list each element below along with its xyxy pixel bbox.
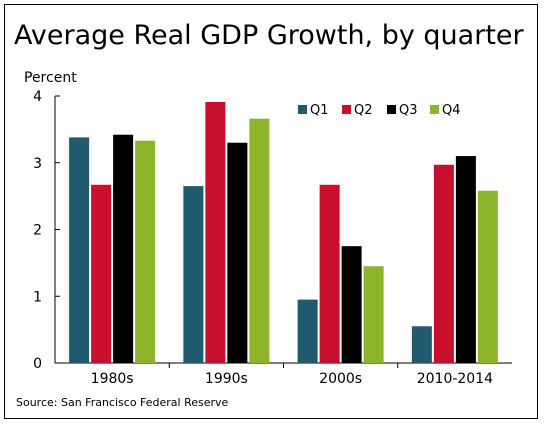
x-tick-label: 2010-2014 [417, 371, 493, 387]
y-tick-label: 0 [33, 356, 42, 372]
bar-q3-2000s [341, 246, 362, 363]
bar-q4-2010-2014 [477, 190, 498, 363]
legend-label-q4: Q4 [442, 103, 461, 118]
bar-q1-1980s [69, 137, 90, 363]
chart-title: Average Real GDP Growth, by quarter [14, 20, 524, 51]
legend-swatch-q4 [430, 105, 439, 114]
bar-q2-2010-2014 [433, 164, 454, 363]
bar-q2-1990s [205, 102, 226, 363]
y-tick-label: 2 [33, 223, 42, 239]
legend-swatch-q1 [298, 105, 307, 114]
legend-label-q2: Q2 [354, 103, 373, 118]
bar-q3-1990s [227, 142, 248, 363]
y-tick-label: 4 [33, 89, 42, 105]
y-axis-label: Percent [24, 70, 77, 86]
bar-q3-1980s [113, 134, 134, 363]
legend-swatch-q2 [342, 105, 351, 114]
source-note: Source: San Francisco Federal Reserve [16, 396, 229, 409]
bar-q4-1990s [249, 118, 270, 363]
x-tick-label: 1990s [205, 371, 248, 387]
bar-q4-2000s [363, 266, 384, 363]
y-tick-label: 3 [33, 156, 42, 172]
legend-swatch-q3 [387, 105, 396, 114]
bar-q2-1980s [91, 184, 112, 363]
x-tick-label: 2000s [319, 371, 362, 387]
bar-q3-2010-2014 [455, 156, 476, 363]
bar-q4-1980s [135, 140, 156, 363]
bar-q1-2010-2014 [411, 326, 432, 363]
legend-label-q1: Q1 [310, 103, 329, 118]
x-tick-label: 1980s [91, 371, 134, 387]
legend-label-q3: Q3 [399, 103, 418, 118]
bar-q1-2000s [297, 299, 318, 363]
bar-q2-2000s [319, 184, 340, 363]
y-tick-label: 1 [33, 289, 42, 305]
bar-q1-1990s [183, 186, 204, 363]
